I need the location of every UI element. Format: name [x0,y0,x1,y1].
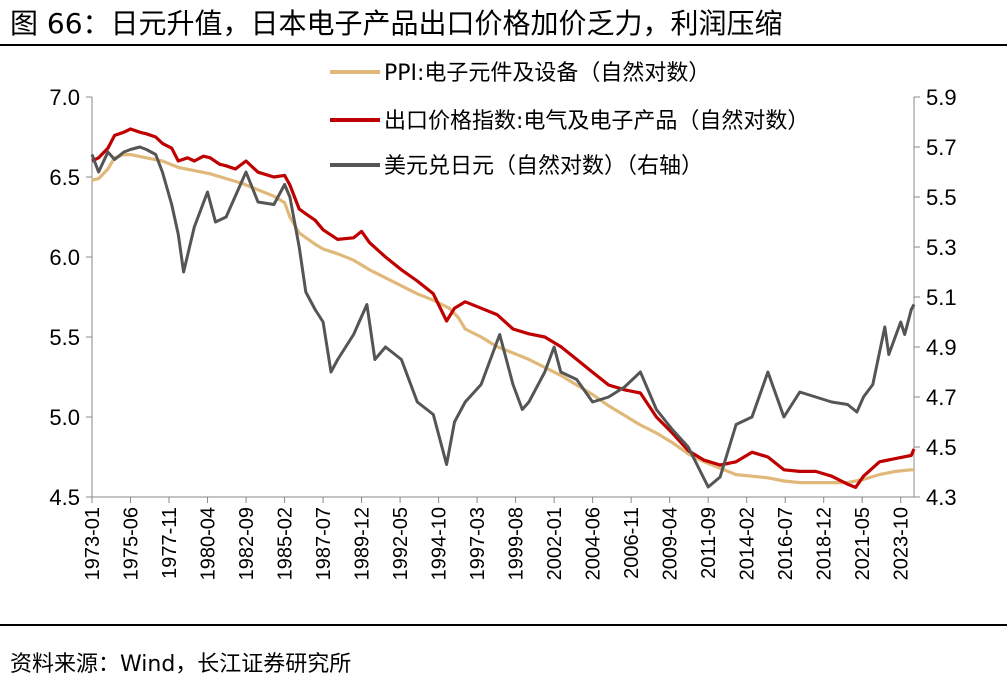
right-tick-label: 5.7 [926,135,957,160]
x-tick-label: 1982-09 [236,507,258,580]
left-tick-label: 6.5 [49,165,80,190]
x-tick-label: 2011-09 [698,507,720,579]
series-lines [90,127,916,489]
x-tick-label: 2004-06 [583,507,605,580]
top-rule [0,44,1007,46]
export-price-line [91,127,916,489]
legend-item-export-price: 出口价格指数:电气及电子产品（自然对数） [384,109,809,134]
x-tick-label: 1977-11 [159,507,181,579]
x-tick-label: 1989-12 [352,507,374,580]
right-tick-label: 4.9 [926,335,957,360]
right-axis-ticks: 4.3 4.5 4.7 4.9 5.1 5.3 5.5 5.7 5.9 [914,85,957,510]
source-note: 资料来源：Wind，长江证券研究所 [10,652,352,677]
x-tick-label: 1985-02 [275,507,297,580]
right-tick-label: 5.5 [926,185,957,210]
x-tick-label: 1994-10 [429,507,451,580]
x-tick-label: 2006-11 [621,507,643,579]
x-axis-ticks: 1973-01 1975-06 1977-11 1980-04 1982-09 1985-… [82,497,913,580]
x-tick-label: 1999-08 [506,507,528,580]
right-tick-label: 4.7 [926,385,957,410]
x-tick-label: 2018-12 [814,507,836,580]
left-axis-ticks: 4.5 5.0 5.5 6.0 6.5 7.0 [49,85,92,510]
bottom-rule [0,624,1007,626]
right-tick-label: 5.1 [926,285,957,310]
left-tick-label: 6.0 [49,245,80,270]
left-tick-label: 4.5 [49,485,80,510]
x-tick-label: 2023-10 [891,507,913,580]
x-tick-label: 2014-02 [737,507,759,580]
x-tick-label: 2021-05 [852,507,874,580]
chart-legend: PPI:电子元件及设备（自然对数） 出口价格指数:电气及电子产品（自然对数） 美元兑… [330,61,809,179]
x-tick-label: 1997-03 [467,507,489,580]
right-tick-label: 4.3 [926,485,957,510]
chart-title: 图 66：日元升值，日本电子产品出口价格加价乏力，利润压缩 [10,7,783,40]
right-tick-label: 5.3 [926,235,957,260]
legend-item-usdjpy: 美元兑日元（自然对数）（右轴） [384,154,703,179]
left-tick-label: 7.0 [49,85,80,110]
x-tick-label: 1975-06 [121,507,143,580]
left-tick-label: 5.5 [49,325,80,350]
x-tick-label: 2016-07 [775,507,797,580]
left-tick-label: 5.0 [49,405,80,430]
x-tick-label: 1987-07 [313,507,335,580]
right-tick-label: 5.9 [926,85,957,110]
legend-item-ppi: PPI:电子元件及设备（自然对数） [384,61,710,86]
right-tick-label: 4.5 [926,435,957,460]
x-tick-label: 1992-05 [390,507,412,580]
x-tick-label: 2002-01 [544,507,566,580]
usdjpy-line [90,145,916,489]
x-tick-label: 1980-04 [198,507,220,580]
x-tick-label: 1973-01 [82,507,104,580]
x-tick-label: 2009-04 [660,507,682,580]
ppi-line [91,153,914,485]
